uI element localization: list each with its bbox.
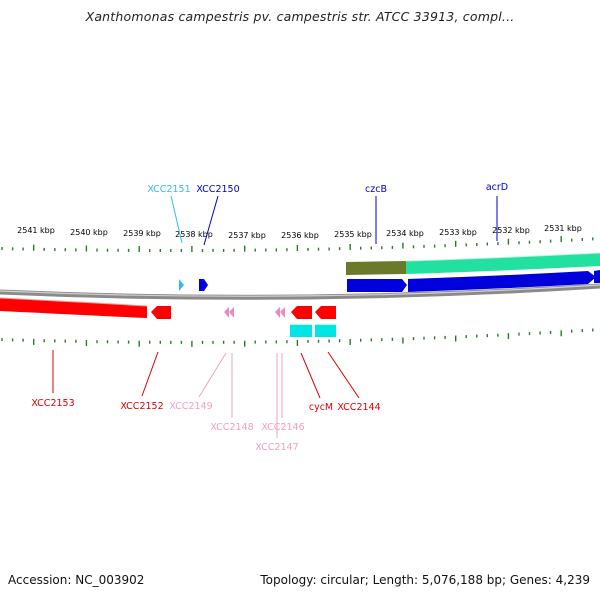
- gene-label-XCC2146[interactable]: XCC2146: [261, 422, 304, 433]
- gene-feature-XCC2146[interactable]: [280, 307, 285, 318]
- scale-label: 2537 kbp: [228, 231, 266, 240]
- genome-backbone-highlight: [0, 284, 600, 297]
- scale-label: 2536 kbp: [281, 231, 319, 240]
- gene-label-czcB[interactable]: czcB: [365, 184, 387, 195]
- label-leader: [141, 351, 159, 397]
- label-leader: [198, 352, 227, 398]
- scale-label: 2533 kbp: [439, 228, 477, 237]
- map-title: Xanthomonas campestris pv. campestris st…: [85, 9, 515, 24]
- genome-stats-label: Topology: circular; Length: 5,076,188 bp…: [260, 573, 590, 587]
- gene-feature-XCC2144[interactable]: [315, 306, 336, 319]
- gene-feature-blue-right[interactable]: [594, 270, 600, 283]
- label-leader: [203, 195, 219, 246]
- scale-label: 2532 kbp: [492, 226, 530, 235]
- gene-feature-acrD[interactable]: [408, 271, 596, 292]
- label-leader: [300, 352, 321, 399]
- scale-label: 2539 kbp: [123, 229, 161, 238]
- gene-label-XCC2150[interactable]: XCC2150: [196, 184, 239, 195]
- gene-label-XCC2144[interactable]: XCC2144: [337, 402, 380, 413]
- gene-label-XCC2153[interactable]: XCC2153: [31, 398, 74, 409]
- gene-label-XCC2152[interactable]: XCC2152: [120, 401, 163, 412]
- gene-label-XCC2148[interactable]: XCC2148: [210, 422, 253, 433]
- scale-label: 2538 kbp: [175, 230, 213, 239]
- label-leader: [170, 195, 183, 244]
- scale-label: 2534 kbp: [386, 229, 424, 238]
- gene-feature-mint-top-edge: [405, 252, 600, 262]
- accession-label: Accession: NC_003902: [8, 573, 145, 587]
- gene-label-XCC2151[interactable]: XCC2151: [147, 184, 190, 195]
- gene-feature-XCC2153-highlight: [0, 297, 148, 307]
- gene-feature-XCC2147[interactable]: [275, 307, 280, 318]
- gene-feature-XCC2151[interactable]: [179, 279, 184, 291]
- gene-label-XCC2147[interactable]: XCC2147: [255, 442, 298, 453]
- gene-feature-czcB[interactable]: [347, 279, 407, 292]
- scale-label: 2531 kbp: [544, 224, 582, 233]
- label-leader: [327, 351, 360, 399]
- gene-feature-mint-top[interactable]: [406, 253, 600, 274]
- gene-feature-XCC2148[interactable]: [229, 307, 234, 318]
- scale-label: 2540 kbp: [70, 228, 108, 237]
- gene-feature-cyan-left[interactable]: [290, 324, 312, 337]
- gene-label-cycM[interactable]: cycM: [309, 402, 333, 413]
- genome-backbone: [0, 283, 600, 300]
- gene-label-XCC2149[interactable]: XCC2149: [169, 401, 212, 412]
- gene-feature-XCC2149[interactable]: [224, 307, 229, 318]
- gene-feature-cyan-right[interactable]: [315, 324, 336, 337]
- gene-feature-XCC2153[interactable]: [0, 298, 147, 318]
- scale-label: 2535 kbp: [334, 230, 372, 239]
- gene-feature-XCC2150[interactable]: [199, 279, 208, 291]
- gene-feature-czcB-shadow[interactable]: [346, 261, 406, 275]
- gene-feature-XCC2152[interactable]: [151, 306, 171, 319]
- gene-label-acrD[interactable]: acrD: [486, 182, 508, 193]
- upper-tick-row: [1, 236, 594, 252]
- lower-tick-row: [1, 328, 594, 347]
- gene-feature-cycM[interactable]: [291, 306, 312, 319]
- scale-label: 2541 kbp: [17, 226, 55, 235]
